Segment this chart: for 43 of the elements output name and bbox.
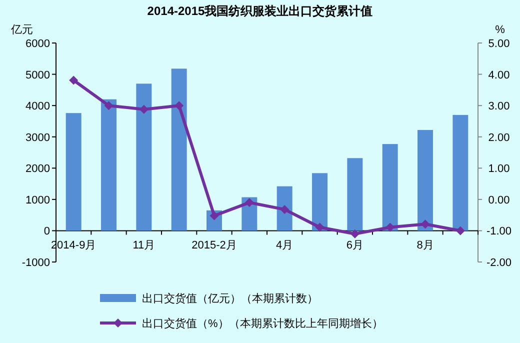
bar bbox=[136, 84, 152, 231]
point bbox=[174, 101, 184, 110]
y-axis-title: 亿元 bbox=[10, 24, 33, 36]
legend-label: 出口交货值（亿元）（本期累计数） bbox=[142, 292, 318, 305]
bar bbox=[312, 173, 328, 231]
y2-tick-label: -2.00 bbox=[486, 257, 512, 269]
point bbox=[456, 226, 465, 236]
point bbox=[69, 76, 78, 85]
point bbox=[315, 222, 324, 232]
point bbox=[244, 198, 254, 208]
x-tick-label: 8月 bbox=[416, 240, 434, 252]
y-tick-label: 1000 bbox=[26, 194, 50, 206]
x-tick-label: 11月 bbox=[132, 240, 156, 252]
bar bbox=[171, 68, 187, 231]
bar bbox=[418, 130, 433, 231]
y-tick-label: 5000 bbox=[26, 69, 50, 82]
y-tick-label: 2000 bbox=[26, 163, 50, 176]
y-tick-label: -1000 bbox=[22, 257, 50, 269]
bar bbox=[347, 158, 363, 231]
y2-axis-title: % bbox=[495, 24, 506, 36]
legend-label: 出口交货值（%）（本期累计数比上年同期增长） bbox=[142, 317, 383, 330]
point bbox=[280, 204, 290, 214]
y-tick-label: 3000 bbox=[26, 132, 50, 144]
y2-tick-label: 0.00 bbox=[488, 194, 510, 206]
x-tick-label: 2015-2月 bbox=[192, 240, 237, 252]
y-tick-label: 6000 bbox=[26, 38, 50, 50]
y2-tick-label: 1.00 bbox=[488, 163, 510, 176]
bar bbox=[66, 113, 82, 231]
x-tick-label: 4月 bbox=[276, 240, 294, 252]
bar bbox=[276, 186, 292, 231]
y-tick-label: 0 bbox=[44, 226, 50, 238]
y2-tick-label: 3.00 bbox=[488, 100, 510, 113]
bar bbox=[382, 144, 398, 231]
chart-title: 2014-2015我国纺织服装业出口交货累计值 bbox=[147, 4, 373, 18]
y-tick-label: 4000 bbox=[26, 100, 50, 113]
y2-tick-label: 2.00 bbox=[488, 132, 510, 144]
y2-tick-label: 4.00 bbox=[488, 69, 510, 82]
x-tick-label: 6月 bbox=[346, 240, 364, 252]
bar bbox=[101, 99, 116, 231]
y2-tick-label: -1.00 bbox=[486, 226, 512, 238]
bar bbox=[452, 114, 468, 231]
y2-tick-label: 5.00 bbox=[488, 38, 510, 50]
point bbox=[350, 229, 360, 238]
